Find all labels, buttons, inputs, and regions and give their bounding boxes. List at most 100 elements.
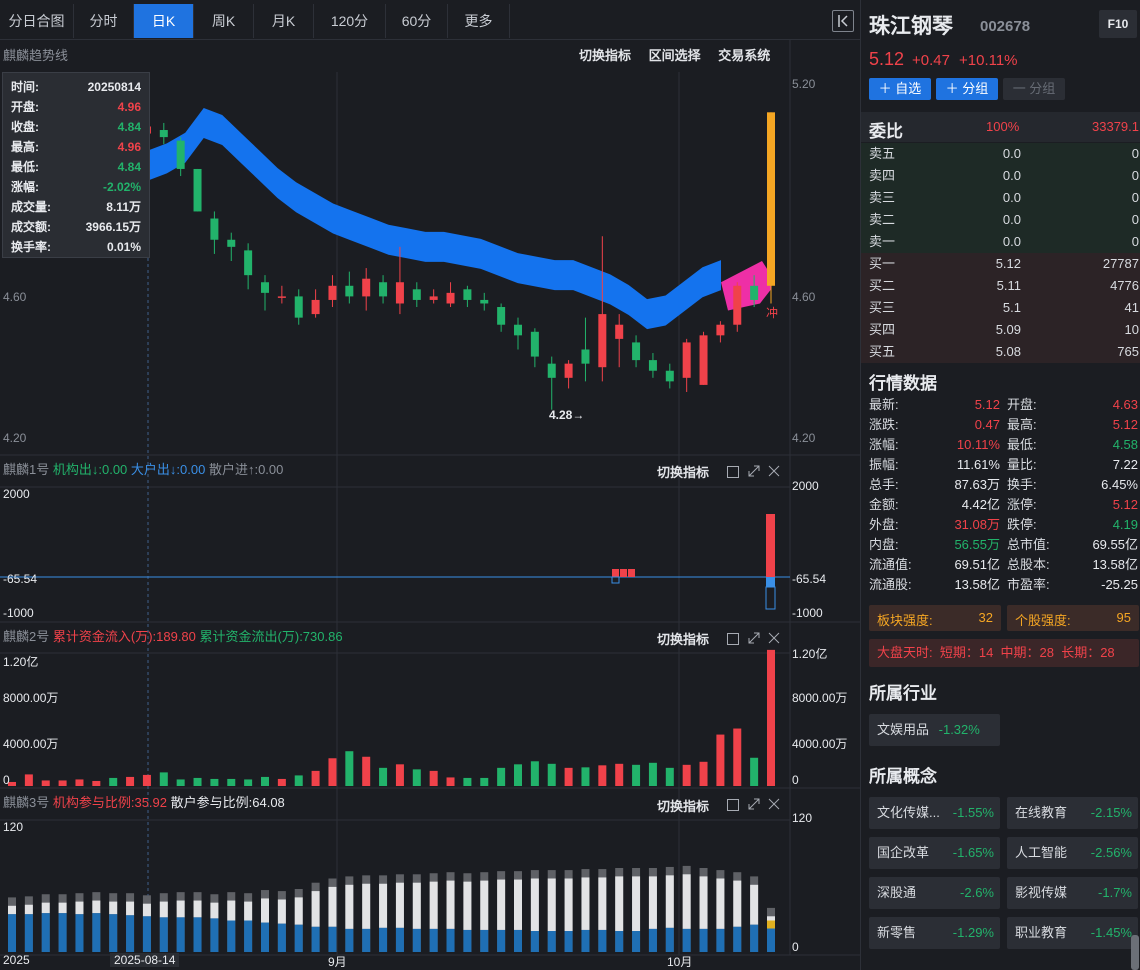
panel2-bar bbox=[126, 776, 135, 786]
tab-60min[interactable]: 60分 bbox=[386, 4, 448, 38]
panel2-bar bbox=[429, 770, 438, 786]
panel3-bar-retail bbox=[294, 897, 303, 925]
candle bbox=[328, 275, 337, 308]
panel3-bar-inst bbox=[497, 929, 506, 952]
panel3-bar-retail bbox=[75, 901, 84, 915]
minimize-icon[interactable] bbox=[727, 799, 739, 811]
concept-chip[interactable]: 职业教育 -1.45% bbox=[1007, 917, 1138, 949]
candle bbox=[497, 303, 506, 332]
expand-icon[interactable] bbox=[747, 464, 761, 478]
low-price-marker: 4.28→ bbox=[549, 408, 585, 422]
quote-key: 涨跌: bbox=[869, 417, 899, 432]
f10-button[interactable]: F10 bbox=[1099, 10, 1137, 38]
ask-row[interactable]: 卖五 0.0 0 bbox=[861, 143, 1140, 165]
side-scrollbar[interactable] bbox=[1131, 935, 1139, 970]
collapse-panel-icon[interactable] bbox=[832, 10, 854, 32]
tab-weekly-k[interactable]: 周K bbox=[194, 4, 254, 38]
concept-chip[interactable]: 在线教育 -2.15% bbox=[1007, 797, 1138, 829]
panel3-bar-retail bbox=[648, 876, 657, 929]
tab-daily-k[interactable]: 日K bbox=[134, 4, 194, 38]
trading-system-link[interactable]: 交易系统 bbox=[718, 48, 771, 63]
expand-icon[interactable] bbox=[747, 797, 761, 811]
breakout-marker: 冲 bbox=[766, 306, 779, 320]
quote-value: 5.12 bbox=[1112, 497, 1138, 512]
candle-body bbox=[463, 289, 472, 300]
tab-120min[interactable]: 120分 bbox=[314, 4, 386, 38]
tooltip-key: 成交额: bbox=[11, 220, 51, 234]
quote-item: 最新: 5.12 bbox=[869, 395, 1000, 415]
bid-row[interactable]: 买五 5.08 765 bbox=[861, 341, 1140, 363]
concept-chip[interactable]: 人工智能 -2.56% bbox=[1007, 837, 1138, 869]
ask-row[interactable]: 卖一 0.0 0 bbox=[861, 231, 1140, 253]
chart-canvas[interactable] bbox=[0, 40, 860, 970]
tab-more[interactable]: 更多 bbox=[448, 4, 510, 38]
tab-monthly-k[interactable]: 月K bbox=[254, 4, 314, 38]
industry-chip[interactable]: 文娱用品 -1.32% bbox=[869, 714, 1000, 746]
tooltip-row: 成交量: 8.11万 bbox=[11, 197, 141, 217]
quote-key: 涨幅: bbox=[869, 437, 899, 452]
tooltip-row: 最低: 4.84 bbox=[11, 157, 141, 177]
close-icon[interactable] bbox=[767, 631, 781, 645]
panel1-switch-button[interactable]: 切换指标 bbox=[657, 465, 710, 480]
quote-item: 内盘: 56.55万 bbox=[869, 535, 1000, 555]
tooltip-row: 最高: 4.96 bbox=[11, 137, 141, 157]
bid-row[interactable]: 买二 5.11 4776 bbox=[861, 275, 1140, 297]
level-qty: 10 bbox=[1124, 322, 1139, 337]
quote-value: 10.11% bbox=[956, 437, 1000, 452]
panel3-bar-retail bbox=[126, 901, 135, 916]
panel3-bar-inst bbox=[733, 926, 742, 952]
ask-row[interactable]: 卖二 0.0 0 bbox=[861, 209, 1140, 231]
add-group-button[interactable]: ＋ 分组 bbox=[936, 78, 998, 100]
panel3-bar-retail bbox=[244, 901, 253, 921]
quote-value: 69.51亿 bbox=[954, 557, 1000, 572]
remove-group-button[interactable]: 一 分组 bbox=[1003, 78, 1065, 100]
concept-name: 人工智能 bbox=[1015, 845, 1068, 860]
candle bbox=[395, 246, 404, 315]
panel2-bar bbox=[261, 776, 269, 786]
panel3-bar-inst bbox=[294, 924, 303, 952]
tab-multi-day[interactable]: 分日合图 bbox=[0, 4, 74, 38]
panel2-bar bbox=[564, 767, 573, 786]
panel3-switch-button[interactable]: 切换指标 bbox=[657, 799, 710, 814]
tab-intraday[interactable]: 分时 bbox=[74, 4, 134, 38]
level-price: 5.08 bbox=[995, 344, 1021, 359]
panel2-bar bbox=[379, 767, 388, 786]
panel2-switch-button[interactable]: 切换指标 bbox=[657, 632, 710, 647]
ask-row[interactable]: 卖四 0.0 0 bbox=[861, 165, 1140, 187]
concept-chip[interactable]: 深股通 -2.6% bbox=[869, 877, 1000, 909]
level-label: 买一 bbox=[869, 256, 896, 271]
quote-key: 总市值: bbox=[1007, 537, 1050, 552]
switch-indicator-link[interactable]: 切换指标 bbox=[579, 48, 632, 63]
panel3-bar-inst bbox=[142, 916, 151, 952]
candle-body bbox=[311, 299, 320, 315]
concept-chip[interactable]: 国企改革 -1.65% bbox=[869, 837, 1000, 869]
candle bbox=[176, 137, 185, 177]
ask-row[interactable]: 卖三 0.0 0 bbox=[861, 187, 1140, 209]
panel1-bar bbox=[611, 576, 620, 584]
bid-row[interactable]: 买一 5.12 27787 bbox=[861, 253, 1140, 275]
concept-chip[interactable]: 文化传媒... -1.55% bbox=[869, 797, 1000, 829]
add-watchlist-button[interactable]: ＋ 自选 bbox=[869, 78, 931, 100]
level-qty: 0 bbox=[1131, 146, 1139, 161]
close-icon[interactable] bbox=[767, 797, 781, 811]
quote-key: 金额: bbox=[869, 497, 899, 512]
level-price: 0.0 bbox=[1002, 190, 1021, 205]
quote-item: 市盈率: -25.25 bbox=[1007, 575, 1138, 595]
range-select-link[interactable]: 区间选择 bbox=[648, 48, 701, 63]
expand-icon[interactable] bbox=[747, 631, 761, 645]
close-icon[interactable] bbox=[767, 464, 781, 478]
tooltip-value: 4.96 bbox=[117, 140, 141, 154]
minimize-icon[interactable] bbox=[727, 466, 739, 478]
panel3-bar-retail bbox=[429, 881, 438, 929]
tooltip-key: 最低: bbox=[11, 160, 39, 174]
panel3-bar-retail bbox=[311, 891, 320, 927]
concept-chip[interactable]: 影视传媒 -1.7% bbox=[1007, 877, 1138, 909]
concept-chip[interactable]: 新零售 -1.29% bbox=[869, 917, 1000, 949]
panel2-bar bbox=[446, 777, 455, 786]
panel3-bar-retail bbox=[716, 878, 725, 929]
minimize-icon[interactable] bbox=[727, 633, 739, 645]
bid-row[interactable]: 买四 5.09 10 bbox=[861, 319, 1140, 341]
bid-row[interactable]: 买三 5.1 41 bbox=[861, 297, 1140, 319]
panel3-inst-ratio: 机构参与比例:35.92 bbox=[52, 795, 168, 810]
